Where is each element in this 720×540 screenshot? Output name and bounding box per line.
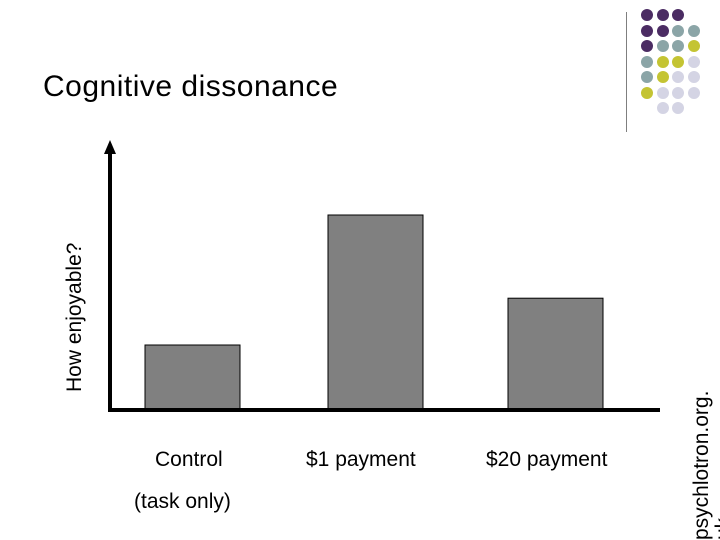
divider-line [626, 12, 627, 132]
decorative-dot [672, 40, 684, 52]
side-watermark-text-2: uk [712, 517, 720, 540]
decorative-dot [656, 24, 669, 37]
decorative-dot [672, 9, 684, 21]
decorative-dot [641, 9, 653, 21]
decorative-dot [641, 86, 653, 99]
category-label-control: Control [155, 448, 223, 471]
bar-1-payment [327, 214, 424, 411]
decorative-dot [641, 24, 653, 37]
y-axis-arrowhead [104, 140, 116, 154]
decorative-dot [656, 71, 669, 83]
side-watermark-text: psychlotron.org. [690, 390, 713, 540]
bar-20-payment [507, 297, 604, 411]
decorative-dot [672, 24, 684, 37]
bar-control [144, 344, 241, 411]
decorative-dot [656, 55, 669, 68]
category-sublabel-control: (task only) [134, 490, 231, 513]
decorative-dot [656, 86, 669, 99]
category-label-20-payment: $20 payment [486, 448, 608, 471]
decorative-dot-grid [640, 9, 720, 119]
decorative-dot [641, 40, 653, 52]
decorative-dot [687, 71, 700, 83]
decorative-dot [656, 40, 669, 52]
y-axis-label: How enjoyable? [63, 242, 86, 392]
decorative-dot [687, 86, 700, 99]
decorative-dot [687, 24, 700, 37]
decorative-dot [672, 102, 684, 114]
decorative-dot [656, 9, 669, 21]
decorative-dot [656, 102, 669, 114]
category-label-1-payment: $1 payment [306, 448, 416, 471]
slide-title: Cognitive dissonance [43, 70, 339, 103]
decorative-dot [687, 40, 700, 52]
decorative-dot [672, 55, 684, 68]
decorative-dot [641, 55, 653, 68]
bars-group [144, 214, 604, 411]
decorative-dot [687, 55, 700, 68]
decorative-dot [672, 86, 684, 99]
decorative-dot [641, 71, 653, 83]
decorative-dot [672, 71, 684, 83]
